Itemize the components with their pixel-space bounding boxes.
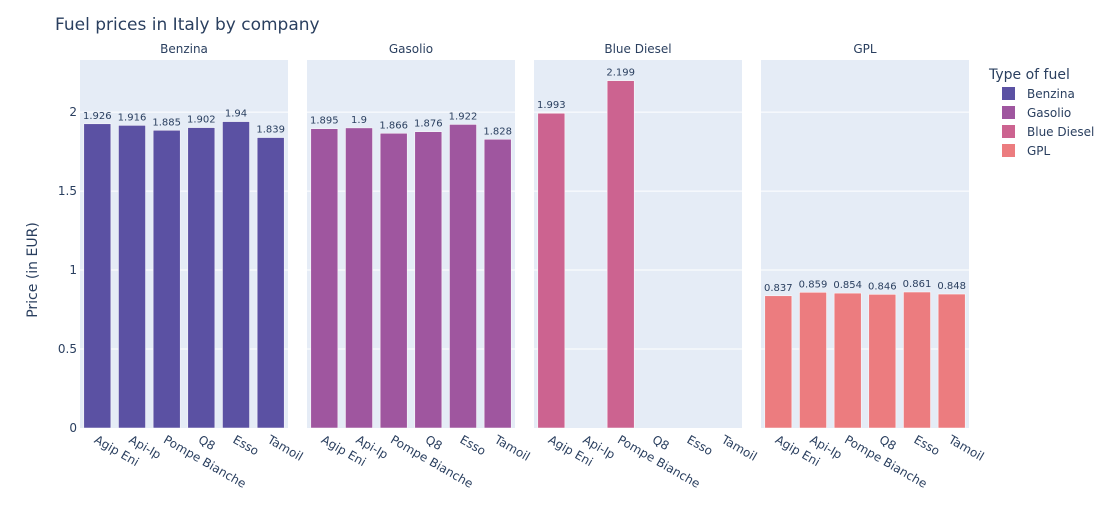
bar-value-label: 0.846 [868, 281, 897, 292]
legend-label: Gasolio [1027, 106, 1071, 120]
bar-value-label: 1.828 [483, 126, 512, 137]
panel-background [307, 60, 515, 428]
legend-title: Type of fuel [988, 67, 1070, 83]
bar-value-label: 2.199 [606, 68, 635, 79]
legend-swatch [1002, 125, 1015, 138]
bar-value-label: 1.916 [118, 112, 147, 123]
x-tick-label: Tamoil [945, 432, 986, 464]
bar-value-label: 1.839 [256, 125, 285, 136]
chart-title: Fuel prices in Italy by company [55, 15, 320, 35]
bar-value-label: 0.854 [833, 280, 862, 291]
bar-value-label: 0.837 [764, 283, 793, 294]
legend-item-benzina: Benzina [1002, 87, 1075, 101]
bar [764, 295, 793, 429]
panel-background [761, 60, 969, 428]
bar-value-label: 1.902 [187, 115, 216, 126]
panel-background [80, 60, 288, 428]
bar-value-label: 1.866 [379, 120, 408, 131]
bar [83, 123, 112, 429]
facet-title: Benzina [160, 42, 208, 56]
bar [483, 139, 512, 429]
y-axis-label: Price (in EUR) [25, 222, 41, 318]
bar [222, 121, 250, 429]
bar [868, 294, 897, 429]
x-tick-label: Tamoil [264, 432, 305, 464]
bar [256, 137, 285, 429]
legend-label: Benzina [1027, 87, 1075, 101]
bar-value-label: 1.922 [449, 111, 478, 122]
bar-value-label: 1.895 [310, 116, 339, 127]
bar [345, 127, 373, 429]
x-tick-label: Esso [458, 432, 489, 458]
bar-value-label: 1.993 [537, 100, 566, 111]
bar [187, 127, 216, 429]
legend: Type of fuel Benzina Gasolio Blue Diesel GP… [988, 67, 1094, 158]
bar [152, 130, 181, 429]
x-tick-label: Esso [685, 432, 716, 458]
legend-swatch [1002, 106, 1015, 119]
legend-label: Blue Diesel [1027, 125, 1094, 139]
bar [118, 125, 146, 429]
bar-value-label: 1.876 [414, 119, 443, 130]
y-axis-ticks: 0 0.5 1 1.5 2 [58, 105, 77, 435]
bar-value-label: 0.861 [903, 279, 932, 290]
bar [449, 124, 477, 429]
bar-value-label: 0.859 [799, 279, 828, 290]
bar-value-label: 1.885 [152, 117, 181, 128]
bar [833, 292, 862, 429]
bar [937, 293, 966, 429]
legend-item-blue-diesel: Blue Diesel [1002, 125, 1094, 139]
legend-item-gpl: GPL [1002, 144, 1051, 158]
bar [537, 112, 566, 429]
facet-title: GPL [853, 42, 877, 56]
facet-title: Gasolio [389, 42, 433, 56]
legend-swatch [1002, 144, 1015, 157]
bar [310, 128, 339, 429]
legend-item-gasolio: Gasolio [1002, 106, 1071, 120]
bar-value-label: 1.926 [83, 111, 112, 122]
x-tick-label: Tamoil [718, 432, 759, 464]
bar-value-label: 1.94 [225, 109, 247, 120]
y-tick-label: 2 [69, 105, 77, 119]
y-tick-label: 1 [69, 263, 77, 277]
bar [903, 291, 931, 429]
y-tick-label: 0 [69, 421, 77, 435]
y-tick-label: 1.5 [58, 184, 77, 198]
bar-value-label: 1.9 [351, 115, 367, 126]
bar-value-label: 0.848 [937, 281, 966, 292]
bar [414, 131, 443, 429]
x-tick-label: Tamoil [491, 432, 532, 464]
x-tick-label: Esso [912, 432, 943, 458]
bar [379, 133, 408, 429]
panel-background [534, 60, 742, 428]
y-tick-label: 0.5 [58, 342, 77, 356]
facet-title: Blue Diesel [604, 42, 671, 56]
x-tick-label: Esso [231, 432, 262, 458]
bar [606, 80, 635, 429]
legend-label: GPL [1027, 144, 1051, 158]
legend-swatch [1002, 87, 1015, 100]
bar [799, 292, 827, 429]
